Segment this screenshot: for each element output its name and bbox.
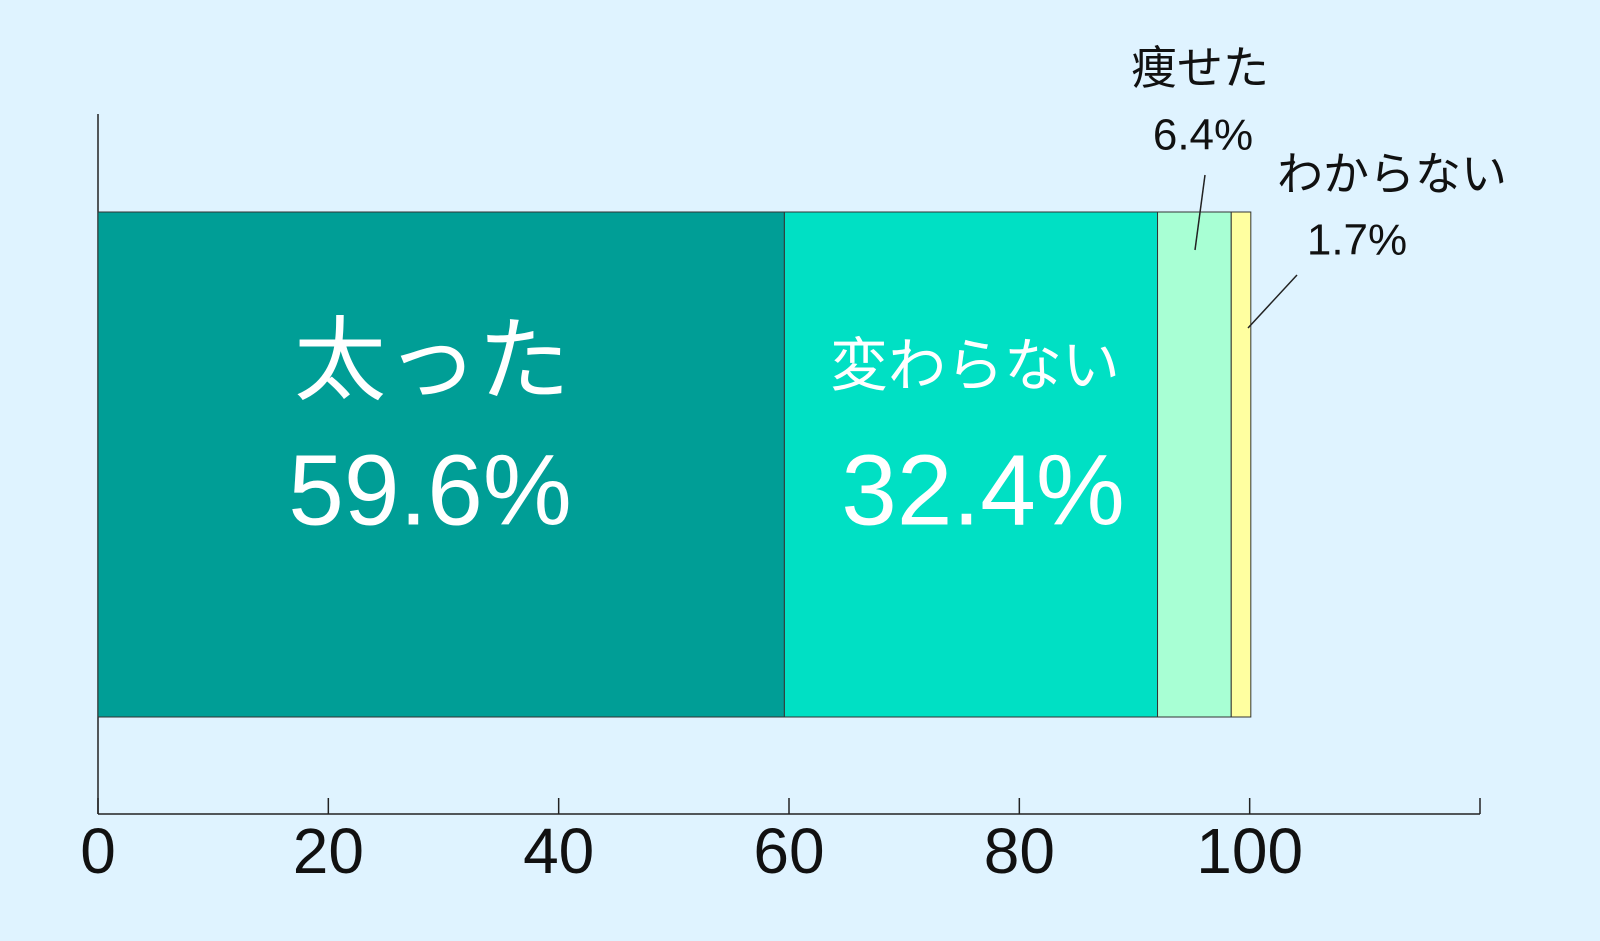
x-tick-label: 60 (753, 815, 824, 887)
segment-name: 太った (294, 310, 570, 412)
bar-segment (783, 211, 1159, 718)
bar-segment (1157, 211, 1232, 718)
value-label: 32.4% (841, 434, 1125, 546)
value-label: 1.7% (1307, 216, 1407, 265)
value-label: 59.6% (288, 434, 572, 546)
x-tick-label: 20 (293, 815, 364, 887)
segment-name: 変わらない (830, 333, 1120, 398)
x-tick-label: 40 (523, 815, 594, 887)
leader-line (1247, 274, 1298, 329)
x-tick-label: 0 (80, 815, 116, 887)
bar-segment (1230, 211, 1252, 718)
segment-name: 痩せた (1131, 42, 1269, 94)
leader-line (1194, 174, 1206, 251)
x-tick-label: 80 (984, 815, 1055, 887)
x-tick-label: 100 (1196, 815, 1303, 887)
segment-name: わからない (1277, 148, 1507, 200)
value-label: 6.4% (1153, 111, 1253, 160)
